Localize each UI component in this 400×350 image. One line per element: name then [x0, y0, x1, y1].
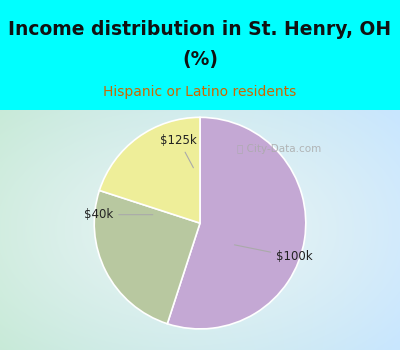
Text: Hispanic or Latino residents: Hispanic or Latino residents	[103, 85, 297, 99]
Text: $100k: $100k	[234, 245, 313, 264]
Wedge shape	[94, 190, 200, 324]
Text: (%): (%)	[182, 50, 218, 69]
Text: $40k: $40k	[84, 208, 153, 221]
Wedge shape	[99, 117, 200, 223]
Text: $125k: $125k	[160, 134, 197, 168]
Text: ⓘ City-Data.com: ⓘ City-Data.com	[237, 144, 321, 154]
Text: Income distribution in St. Henry, OH: Income distribution in St. Henry, OH	[8, 20, 392, 39]
Wedge shape	[167, 117, 306, 329]
